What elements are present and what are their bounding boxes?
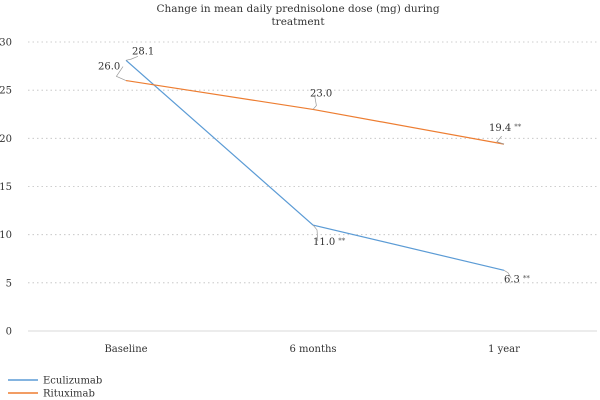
significance-marker: ** [523,274,531,282]
series-eculizumab: 28.111.0 **6.3 ** [125,46,531,285]
x-tick-label: Baseline [104,344,147,355]
series-layer: 28.111.0 **6.3 **26.023.019.4 ** [98,46,530,285]
y-tick-label: 25 [0,86,12,97]
data-label: 6.3 [504,274,520,285]
data-label: 23.0 [310,88,332,99]
series-rituximab: 26.0 23.0 19.4 ** [98,62,522,145]
legend: Eculizumab Rituximab [8,376,102,400]
data-label-leader [125,55,139,61]
y-tick-label: 30 [0,38,12,49]
significance-marker: ** [514,123,522,131]
data-label: 19.4 [489,123,511,134]
data-label: 26.0 [98,62,120,73]
data-label-leader [115,66,127,81]
y-tick-label: 10 [0,230,12,241]
legend-item: Rituximab [8,389,95,400]
data-label: 11.0 [313,237,335,248]
legend-label: Rituximab [43,389,95,400]
chart-title-line-2: treatment [271,16,325,28]
data-label-leader [503,270,512,279]
legend-item: Eculizumab [8,376,102,387]
y-axis: 0 5 10 15 20 25 30 [0,38,12,338]
data-label-leader [496,135,505,145]
data-label: 28.1 [132,46,154,57]
significance-marker: ** [338,237,346,245]
chart-title-line-1: Change in mean daily prednisolone dose (… [156,3,439,15]
data-label-leader [312,224,319,242]
grid [28,41,597,284]
legend-label: Eculizumab [43,376,102,387]
y-tick-label: 20 [0,134,12,145]
x-tick-label: 6 months [289,344,336,355]
data-label-leader [312,96,317,110]
y-tick-label: 5 [6,278,12,289]
y-tick-label: 15 [0,182,12,193]
x-tick-label: 1 year [488,344,520,355]
y-tick-label: 0 [6,327,12,338]
x-axis: Baseline 6 months 1 year [28,330,597,355]
